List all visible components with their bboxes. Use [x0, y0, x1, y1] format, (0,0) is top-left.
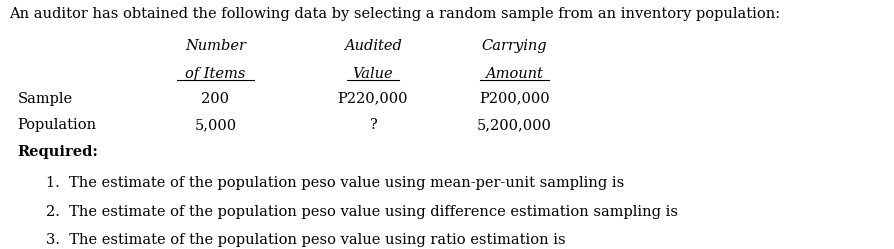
Text: 5,200,000: 5,200,000 — [477, 118, 552, 132]
Text: Population: Population — [18, 118, 97, 132]
Text: Audited: Audited — [343, 39, 401, 53]
Text: ?: ? — [368, 118, 376, 132]
Text: P220,000: P220,000 — [337, 92, 408, 106]
Text: Sample: Sample — [18, 92, 72, 106]
Text: P200,000: P200,000 — [478, 92, 549, 106]
Text: Amount: Amount — [485, 67, 543, 81]
Text: An auditor has obtained the following data by selecting a random sample from an : An auditor has obtained the following da… — [10, 7, 780, 21]
Text: 200: 200 — [201, 92, 229, 106]
Text: 5,000: 5,000 — [194, 118, 236, 132]
Text: of Items: of Items — [185, 67, 245, 81]
Text: Number: Number — [185, 39, 246, 53]
Text: Required:: Required: — [18, 145, 98, 159]
Text: Carrying: Carrying — [481, 39, 546, 53]
Text: Value: Value — [352, 67, 392, 81]
Text: 1.  The estimate of the population peso value using mean-per-unit sampling is: 1. The estimate of the population peso v… — [46, 176, 623, 190]
Text: 2.  The estimate of the population peso value using difference estimation sampli: 2. The estimate of the population peso v… — [46, 205, 677, 219]
Text: 3.  The estimate of the population peso value using ratio estimation is: 3. The estimate of the population peso v… — [46, 233, 565, 247]
